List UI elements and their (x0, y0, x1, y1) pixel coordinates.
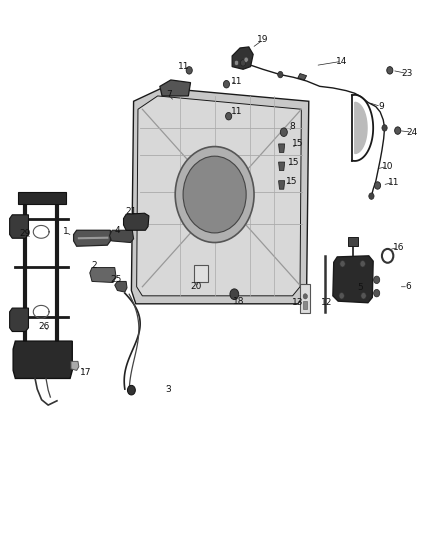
Polygon shape (232, 47, 253, 69)
Text: 19: 19 (257, 36, 268, 44)
Text: 26: 26 (38, 322, 49, 330)
Text: 24: 24 (406, 128, 417, 136)
Text: 5: 5 (357, 284, 363, 292)
Polygon shape (124, 213, 149, 230)
Circle shape (240, 60, 246, 66)
Circle shape (280, 128, 287, 136)
Text: 1: 1 (63, 228, 69, 236)
Circle shape (374, 276, 380, 284)
Text: 15: 15 (286, 177, 297, 185)
Text: 10: 10 (382, 162, 393, 171)
Text: 23: 23 (402, 69, 413, 78)
Circle shape (183, 156, 246, 233)
Polygon shape (71, 361, 79, 370)
Circle shape (226, 112, 232, 120)
Text: 7: 7 (166, 91, 172, 99)
Text: 8: 8 (290, 123, 296, 131)
Polygon shape (298, 74, 307, 80)
Circle shape (223, 80, 230, 88)
Text: 14: 14 (336, 57, 347, 66)
Text: 11: 11 (389, 178, 400, 187)
Polygon shape (160, 80, 191, 96)
Text: 15: 15 (288, 158, 299, 167)
Circle shape (303, 294, 307, 299)
Text: 13: 13 (292, 298, 304, 307)
Polygon shape (333, 256, 373, 303)
Circle shape (230, 289, 239, 300)
Text: 11: 11 (231, 77, 242, 85)
Bar (303, 301, 307, 309)
FancyBboxPatch shape (194, 265, 208, 282)
Circle shape (340, 261, 345, 267)
Polygon shape (10, 215, 28, 238)
Circle shape (339, 293, 344, 299)
Circle shape (361, 293, 366, 299)
Circle shape (278, 71, 283, 78)
Text: 20: 20 (190, 282, 201, 291)
Bar (18, 192, 66, 204)
Bar (300, 284, 310, 313)
Polygon shape (90, 268, 116, 282)
Circle shape (374, 182, 381, 189)
Circle shape (186, 67, 192, 74)
Polygon shape (110, 230, 134, 243)
Text: 18: 18 (233, 297, 244, 305)
Bar (348, 237, 358, 246)
Text: 12: 12 (321, 298, 332, 307)
Text: 9: 9 (378, 102, 384, 111)
Text: 17: 17 (80, 368, 91, 376)
Circle shape (374, 289, 380, 297)
Polygon shape (279, 181, 285, 189)
Circle shape (369, 193, 374, 199)
Polygon shape (137, 96, 301, 296)
Circle shape (127, 385, 135, 395)
Circle shape (360, 261, 365, 267)
Circle shape (244, 57, 248, 62)
Polygon shape (131, 88, 309, 304)
Text: 2: 2 (92, 261, 97, 270)
Text: 21: 21 (126, 207, 137, 216)
Polygon shape (10, 308, 28, 332)
Polygon shape (13, 341, 72, 378)
Polygon shape (279, 144, 285, 152)
Polygon shape (355, 102, 367, 154)
Circle shape (387, 67, 393, 74)
Polygon shape (74, 230, 110, 246)
Text: 11: 11 (178, 62, 190, 71)
Circle shape (395, 127, 401, 134)
Text: 6: 6 (405, 282, 411, 291)
Text: 11: 11 (231, 108, 242, 116)
Text: 16: 16 (393, 244, 404, 252)
Text: 29: 29 (19, 229, 31, 238)
Polygon shape (115, 281, 127, 292)
Text: 4: 4 (115, 227, 120, 235)
Circle shape (175, 147, 254, 243)
Text: 3: 3 (166, 385, 172, 393)
Text: 15: 15 (292, 140, 304, 148)
Polygon shape (279, 162, 285, 171)
Circle shape (382, 125, 387, 131)
Text: 25: 25 (110, 275, 122, 284)
Circle shape (234, 60, 239, 66)
